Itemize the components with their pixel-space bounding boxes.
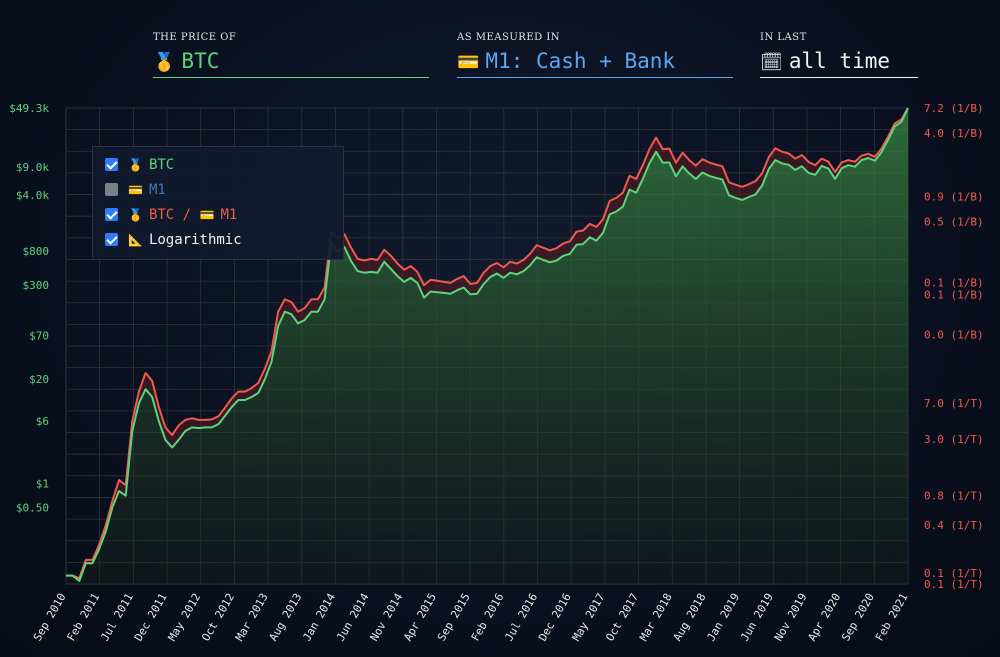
btc-area-fill [66, 108, 908, 584]
series-line-btc-m1 [66, 107, 909, 580]
chart-fills [66, 108, 908, 584]
credit-card-icon: 💳 [128, 182, 143, 197]
x-tick-label: Jun 2019 [738, 591, 776, 643]
y-tick-label-left: $0.50 [16, 501, 49, 514]
x-tick-label: Jul 2011 [98, 591, 136, 643]
measured-in-value: M1: Cash + Bank [485, 49, 676, 73]
btc-checkbox[interactable] [105, 158, 118, 171]
y-tick-label-right: 7.2 (1/B) [924, 102, 984, 115]
x-tick-label: Jan 2019 [704, 591, 742, 643]
x-tick-label: Oct 2012 [199, 591, 237, 643]
x-tick-label: Jan 2014 [300, 591, 338, 644]
price-of-label: THE PRICE OF [153, 32, 237, 43]
credit-card-icon: 💳 [199, 207, 215, 222]
chart-lines [66, 107, 909, 582]
chart-legend: 🥇 BTC 💳 M1 🥇 BTC / 💳 M1 📐 Logarithmic [92, 146, 344, 260]
gold-medal-icon: 🥇 [128, 157, 143, 172]
legend-item-logarithmic[interactable]: 📐 Logarithmic [93, 227, 343, 252]
x-tick-label: May 2017 [570, 591, 608, 643]
y-tick-label-right: 4.0 (1/B) [924, 127, 984, 140]
logarithmic-checkbox[interactable] [105, 233, 118, 246]
x-tick-label: Dec 2016 [536, 591, 574, 643]
y-tick-label-right: 0.5 (1/B) [924, 216, 984, 229]
x-tick-label: Aug 2013 [267, 591, 305, 643]
y-tick-label-right: 0.1 (1/T) [924, 567, 984, 580]
calendar-icon: 🗓 [760, 52, 783, 73]
y-tick-label-right: 0.9 (1/B) [924, 190, 984, 203]
x-tick-label: Apr 2020 [805, 591, 843, 643]
measured-in-selector[interactable]: AS MEASURED IN 💳 M1: Cash + Bank [457, 32, 733, 78]
x-tick-label: Jul 2016 [502, 591, 540, 643]
measured-in-dropdown[interactable]: 💳 M1: Cash + Bank [457, 49, 733, 78]
x-tick-label: Apr 2015 [401, 591, 439, 643]
x-tick-label: Nov 2014 [368, 591, 406, 644]
x-tick-label: Aug 2018 [671, 591, 709, 643]
y-tick-label-right: 0.4 (1/T) [924, 519, 984, 532]
legend-item-ratio[interactable]: 🥇 BTC / 💳 M1 [93, 202, 343, 227]
x-tick-label: Jun 2014 [334, 591, 372, 644]
x-tick-label: Nov 2019 [772, 591, 810, 643]
time-range-label: IN LAST [760, 32, 807, 43]
y-tick-label-left: $800 [23, 245, 50, 258]
x-tick-label: Mar 2013 [233, 591, 271, 643]
y-tick-label-right: 0.8 (1/T) [924, 490, 984, 503]
measured-in-label: AS MEASURED IN [457, 32, 561, 43]
y-tick-label-right: 0.1 (1/T) [924, 578, 984, 591]
x-tick-label: Oct 2017 [603, 591, 641, 643]
ratio-checkbox[interactable] [105, 208, 118, 221]
time-range-dropdown[interactable]: 🗓 all time [760, 49, 918, 78]
x-tick-label: Sep 2020 [839, 591, 877, 643]
x-tick-label: Mar 2018 [637, 591, 675, 643]
m1-checkbox[interactable] [105, 183, 118, 196]
gold-medal-icon: 🥇 [153, 52, 176, 73]
time-range-selector[interactable]: IN LAST 🗓 all time [760, 32, 918, 78]
y-tick-label-left: $20 [29, 373, 49, 386]
y-tick-label-right: 0.1 (1/B) [924, 276, 984, 289]
legend-ratio-label-a: BTC / [148, 206, 192, 223]
y-tick-label-right: 0.1 (1/B) [924, 288, 984, 301]
x-tick-label: Dec 2011 [132, 591, 170, 643]
x-tick-label: Sep 2010 [31, 591, 69, 643]
series-line-btc [66, 107, 909, 582]
y-tick-label-left: $300 [23, 279, 50, 292]
y-tick-label-left: $4.0k [16, 189, 49, 202]
y-tick-label-left: $6 [36, 415, 49, 428]
legend-btc-label: BTC [148, 156, 175, 173]
y-axis-left: $49.3k $9.0k $4.0k $800 $300 $70 $20 $6 $1 $0.50 [9, 102, 49, 514]
y-tick-label-left: $70 [29, 330, 49, 343]
triangular-ruler-icon: 📐 [128, 232, 143, 247]
x-tick-label: Feb 2011 [65, 591, 103, 643]
y-tick-label-right: 0.0 (1/B) [924, 329, 984, 342]
x-tick-label: Feb 2021 [873, 591, 911, 643]
y-tick-label-right: 7.0 (1/T) [924, 397, 984, 410]
y-axis-right: 7.2 (1/B) 4.0 (1/B) 0.9 (1/B) 0.5 (1/B) 0.1 … [924, 102, 984, 591]
price-of-selector[interactable]: THE PRICE OF 🥇 BTC [153, 32, 429, 78]
y-tick-label-left: $9.0k [16, 161, 49, 174]
y-tick-label-right: 3.0 (1/T) [924, 433, 984, 446]
credit-card-icon: 💳 [457, 52, 480, 73]
price-of-dropdown[interactable]: 🥇 BTC [153, 49, 429, 78]
x-tick-label: May 2012 [166, 591, 204, 643]
gold-medal-icon: 🥇 [128, 207, 143, 222]
time-range-value: all time [788, 49, 891, 73]
legend-item-btc[interactable]: 🥇 BTC [93, 152, 343, 177]
legend-ratio-label-b: M1 [220, 206, 238, 223]
legend-log-label: Logarithmic [148, 231, 242, 248]
legend-m1-label: M1 [148, 181, 166, 198]
y-tick-label-left: $49.3k [9, 102, 49, 115]
legend-item-m1[interactable]: 💳 M1 [93, 177, 343, 202]
y-tick-label-left: $1 [36, 477, 49, 490]
price-of-value: BTC [181, 49, 220, 73]
x-tick-label: Sep 2015 [435, 591, 473, 643]
x-tick-label: Feb 2016 [469, 591, 507, 643]
